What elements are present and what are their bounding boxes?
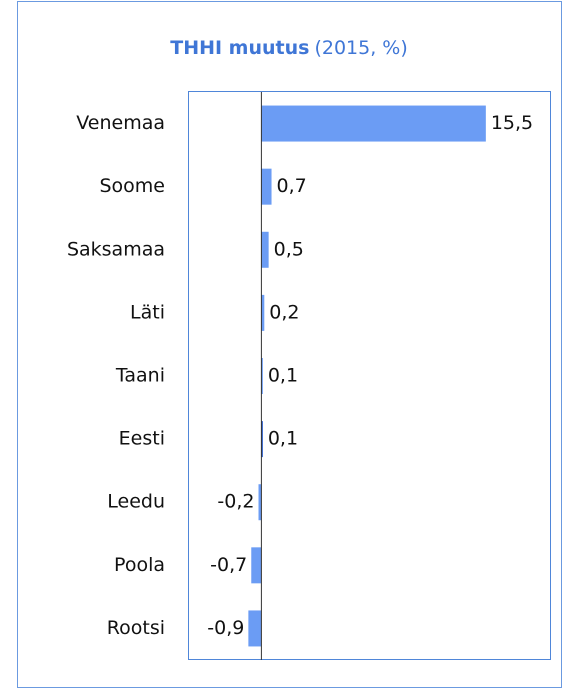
plot-area [188, 91, 551, 660]
data-label: -0,9 [207, 617, 244, 639]
bar [258, 484, 262, 521]
y-tick-label: Leedu [107, 491, 165, 513]
bar [251, 547, 262, 584]
data-label: -0,7 [210, 554, 247, 576]
bar [261, 421, 263, 458]
y-tick-label: Saksamaa [67, 238, 165, 260]
bar [261, 168, 272, 205]
data-label: 0,7 [277, 175, 307, 197]
y-tick-label: Venemaa [76, 112, 165, 134]
data-label: 0,2 [269, 301, 299, 323]
y-tick-label: Läti [130, 301, 165, 323]
data-label: -0,2 [217, 491, 254, 513]
data-label: 0,1 [268, 365, 298, 387]
bar [261, 105, 486, 142]
chart-title-group: THHI muutus (2015, %) [170, 37, 408, 59]
y-tick-label: Taani [115, 365, 165, 387]
data-label: 0,1 [268, 428, 298, 450]
chart-subtitle: (2015, %) [314, 37, 407, 59]
y-tick-label: Rootsi [107, 617, 165, 639]
chart-title: THHI muutus [170, 37, 309, 59]
bar [261, 231, 269, 268]
y-tick-label: Poola [114, 554, 165, 576]
data-label: 15,5 [491, 112, 533, 134]
bar [261, 358, 263, 394]
y-tick-label: Eesti [119, 428, 165, 450]
chart-border [17, 1, 562, 688]
data-label: 0,5 [274, 238, 304, 260]
bar [248, 610, 262, 647]
bar [261, 294, 265, 331]
y-tick-label: Soome [99, 175, 165, 197]
